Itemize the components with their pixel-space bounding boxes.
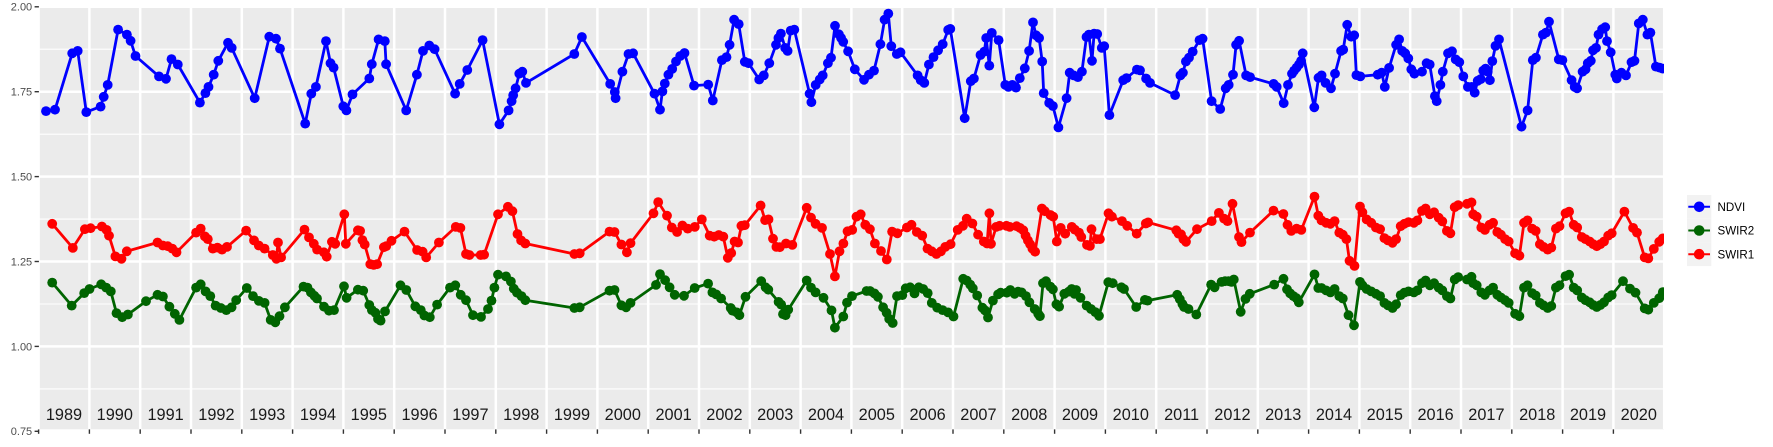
svg-text:1.50: 1.50 <box>11 172 32 184</box>
svg-text:SWIR2: SWIR2 <box>1718 225 1755 238</box>
svg-text:2001: 2001 <box>655 406 691 424</box>
svg-text:2012: 2012 <box>1214 406 1250 424</box>
svg-text:1993: 1993 <box>249 406 285 424</box>
svg-text:1.75: 1.75 <box>11 87 32 99</box>
svg-text:2008: 2008 <box>1011 406 1047 424</box>
svg-text:2003: 2003 <box>757 406 793 424</box>
svg-text:2015: 2015 <box>1367 406 1403 424</box>
svg-text:1990: 1990 <box>97 406 133 424</box>
svg-text:1.25: 1.25 <box>11 256 32 268</box>
svg-text:2006: 2006 <box>909 406 945 424</box>
svg-text:2018: 2018 <box>1519 406 1555 424</box>
svg-text:1992: 1992 <box>198 406 234 424</box>
svg-text:2017: 2017 <box>1468 406 1504 424</box>
svg-text:2009: 2009 <box>1062 406 1098 424</box>
svg-text:2002: 2002 <box>706 406 742 424</box>
svg-text:1.00: 1.00 <box>11 341 32 353</box>
svg-text:1998: 1998 <box>503 406 539 424</box>
svg-text:2.00: 2.00 <box>11 2 32 14</box>
svg-text:0.75: 0.75 <box>11 426 32 438</box>
svg-text:2013: 2013 <box>1265 406 1301 424</box>
svg-text:2014: 2014 <box>1316 406 1352 424</box>
svg-text:2005: 2005 <box>859 406 895 424</box>
svg-text:NDVI: NDVI <box>1718 201 1746 214</box>
svg-text:2000: 2000 <box>605 406 641 424</box>
svg-text:2010: 2010 <box>1113 406 1149 424</box>
svg-text:1989: 1989 <box>46 406 82 424</box>
svg-text:1996: 1996 <box>401 406 437 424</box>
svg-text:SWIR1: SWIR1 <box>1718 248 1755 261</box>
svg-text:2020: 2020 <box>1621 406 1657 424</box>
svg-text:2011: 2011 <box>1164 406 1199 424</box>
svg-text:1997: 1997 <box>452 406 488 424</box>
svg-text:1991: 1991 <box>147 406 183 424</box>
svg-text:1994: 1994 <box>300 406 336 424</box>
svg-text:1995: 1995 <box>351 406 387 424</box>
svg-text:2016: 2016 <box>1417 406 1453 424</box>
svg-text:2004: 2004 <box>808 406 844 424</box>
svg-text:2019: 2019 <box>1570 406 1606 424</box>
svg-text:2007: 2007 <box>960 406 996 424</box>
svg-text:1999: 1999 <box>554 406 590 424</box>
